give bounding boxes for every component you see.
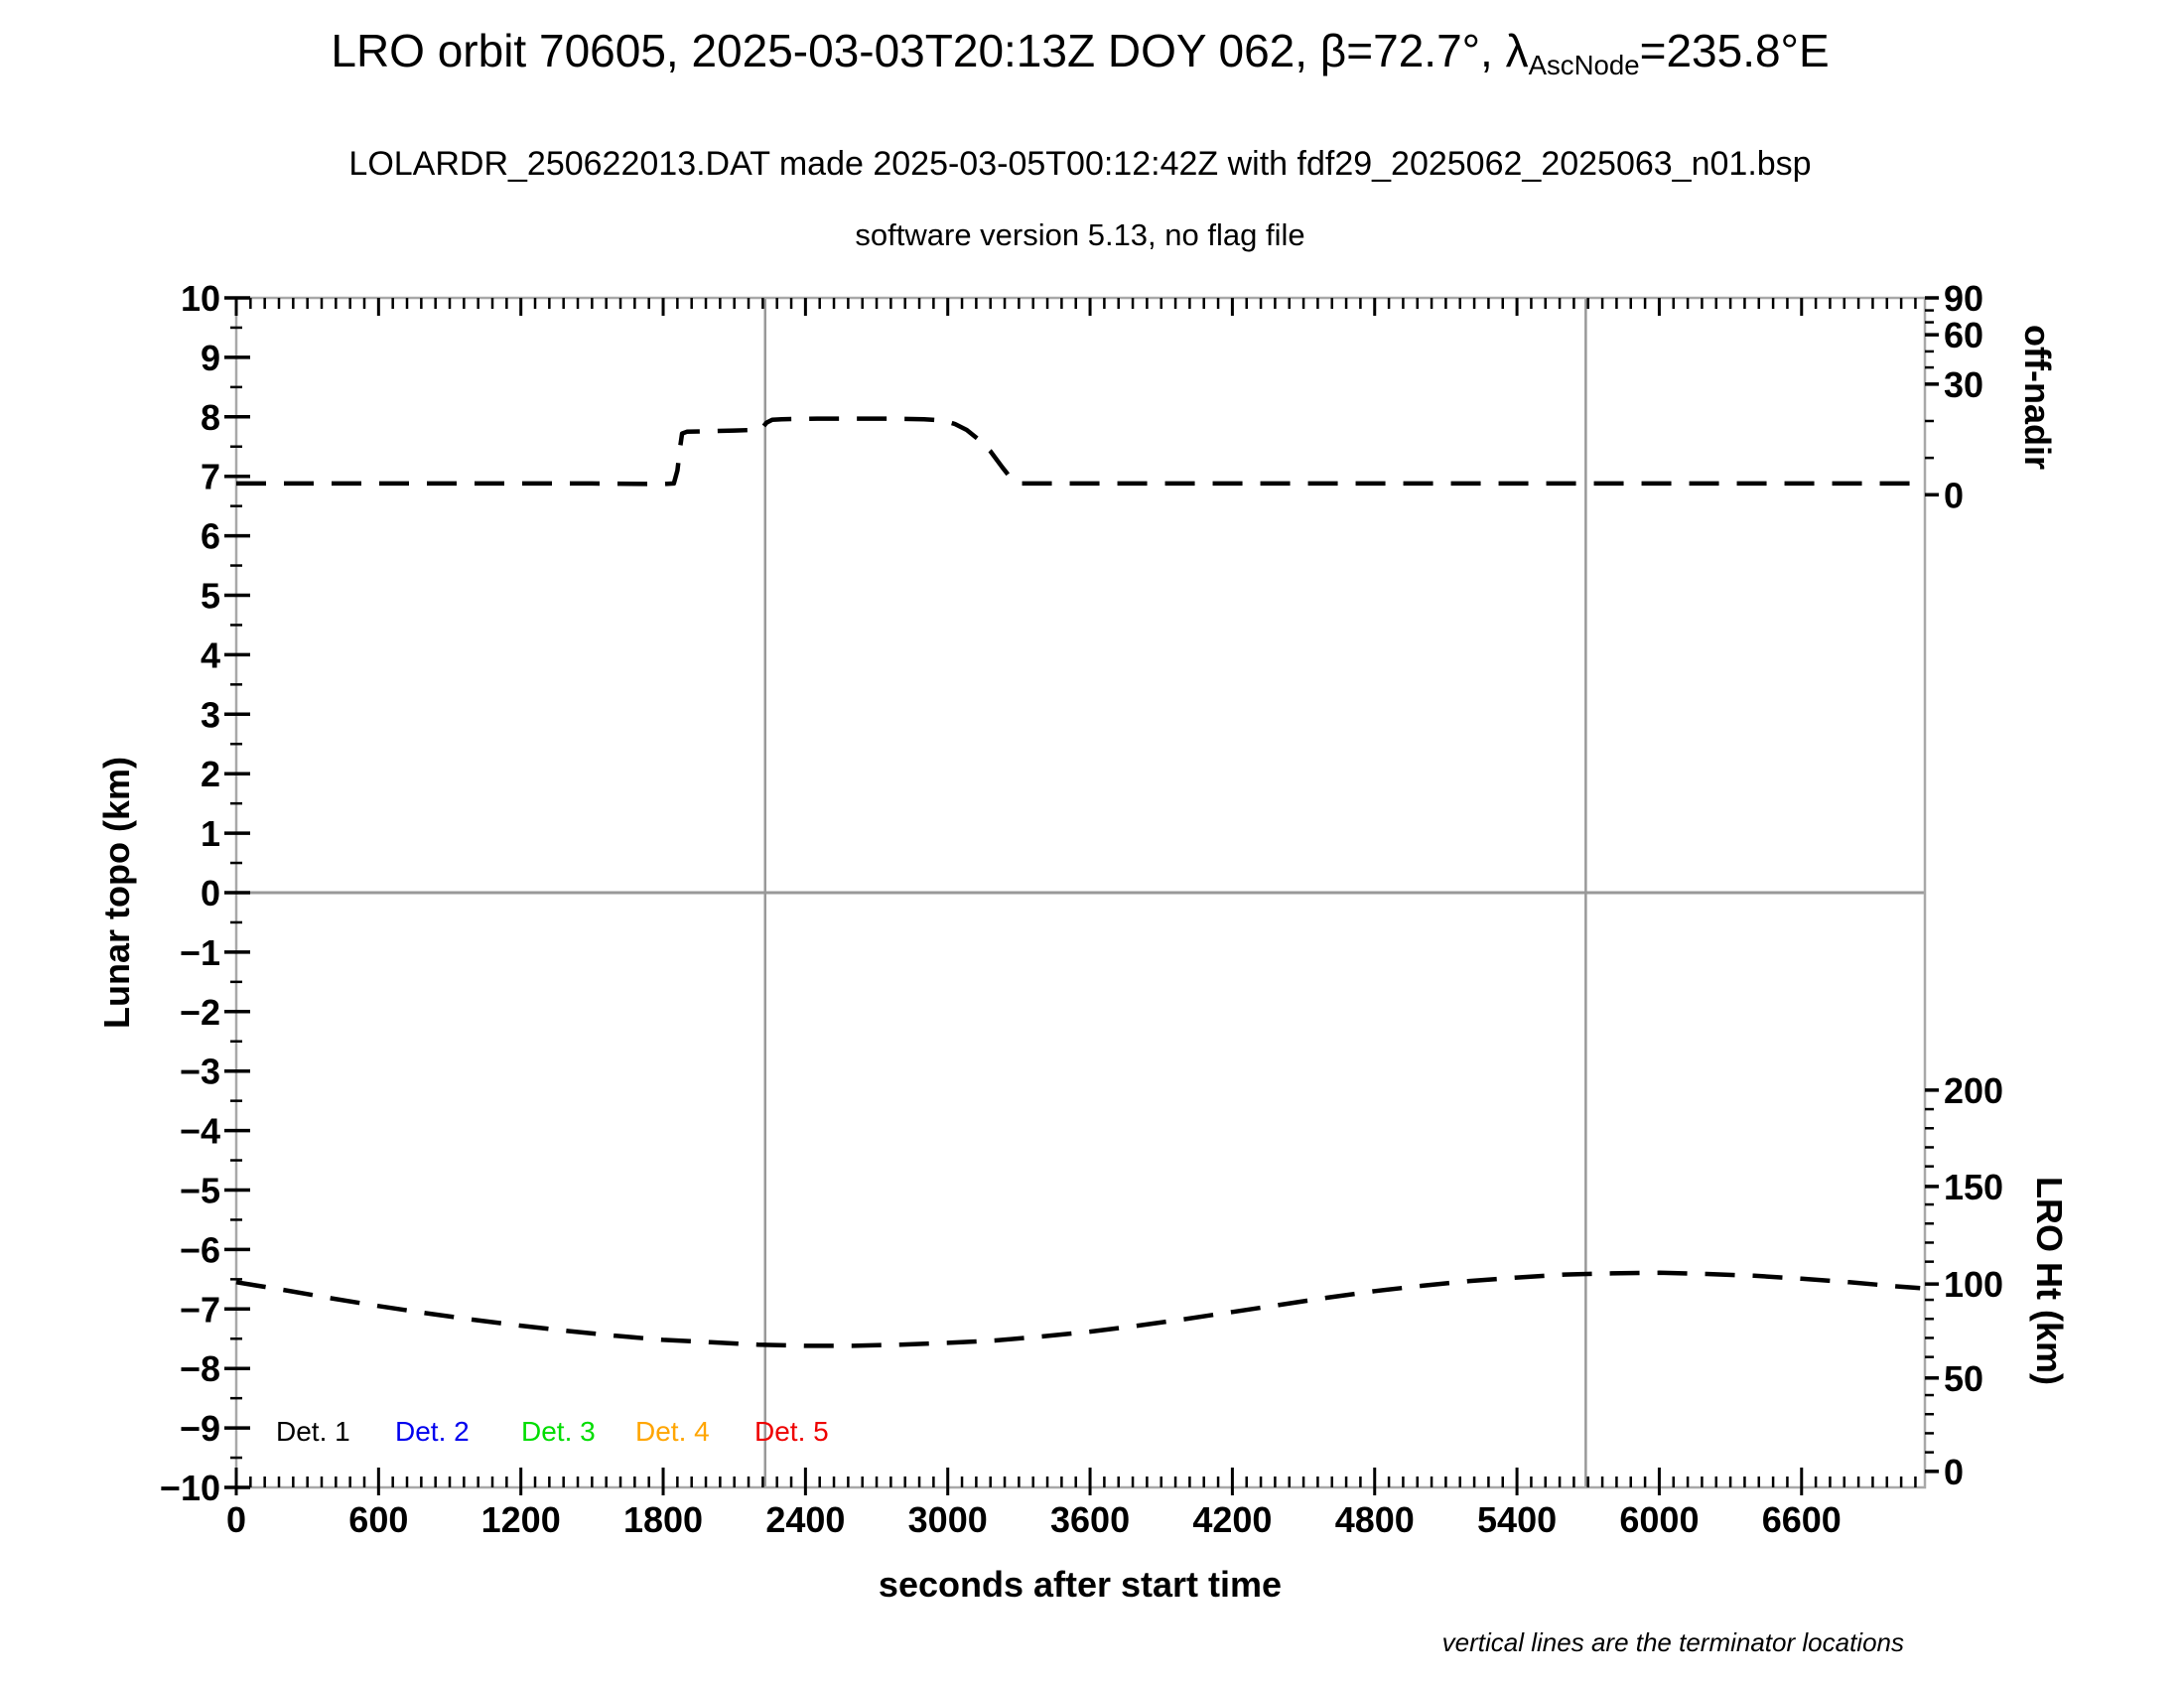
x-axis-label: seconds after start time [879, 1564, 1282, 1605]
y-tick-label-left: −3 [180, 1052, 220, 1092]
version-line: software version 5.13, no flag file [855, 217, 1305, 252]
x-tick-label: 1200 [481, 1499, 561, 1540]
lroht-tick-label: 50 [1944, 1358, 1983, 1399]
legend-item-det-3: Det. 3 [521, 1416, 596, 1447]
y-tick-label-left: −4 [180, 1111, 220, 1152]
x-tick-label: 5400 [1477, 1499, 1557, 1540]
y-tick-label-left: −8 [180, 1348, 220, 1389]
legend-item-det-5: Det. 5 [754, 1416, 829, 1447]
x-tick-label: 3600 [1050, 1499, 1130, 1540]
y-tick-label-left: −2 [180, 992, 220, 1033]
offnadir-tick-label: 0 [1944, 475, 1964, 515]
y-tick-label-left: −10 [160, 1468, 220, 1508]
x-tick-label: 0 [226, 1499, 246, 1540]
y-tick-label-left: 8 [201, 397, 220, 438]
y-axis-label-lro-ht: LRO Ht (km) [2029, 1177, 2070, 1385]
y-tick-label-left: −1 [180, 932, 220, 973]
title-text: LRO orbit 70605, 2025-03-03T20:13Z DOY 0… [331, 25, 1529, 76]
lro-height-curve [235, 1270, 1921, 1348]
y-tick-label-left: −5 [180, 1171, 220, 1211]
x-tick-label: 3000 [908, 1499, 988, 1540]
y-tick-label-left: 0 [201, 873, 220, 914]
offnadir-tick-label: 60 [1944, 315, 1983, 355]
x-tick-label: 4800 [1335, 1499, 1415, 1540]
y-tick-label-left: 2 [201, 754, 220, 794]
x-tick-label: 1800 [623, 1499, 703, 1540]
legend-item-det-1: Det. 1 [276, 1416, 350, 1447]
lroht-tick-label: 150 [1944, 1167, 2003, 1207]
y-axis-label-offnadir: off-nadir [2017, 325, 2058, 470]
x-tick-label: 2400 [765, 1499, 845, 1540]
y-tick-label-left: 6 [201, 516, 220, 557]
off-nadir-curve [236, 416, 1921, 487]
x-tick-label: 6000 [1619, 1499, 1699, 1540]
offnadir-tick-label: 90 [1944, 278, 1983, 319]
y-tick-label-left: 5 [201, 576, 220, 617]
offnadir-tick-label: 30 [1944, 364, 1983, 405]
title-subscript: AscNode [1528, 49, 1640, 80]
lroht-tick-label: 0 [1944, 1452, 1964, 1492]
lroht-tick-label: 200 [1944, 1070, 2003, 1111]
x-tick-label: 600 [348, 1499, 408, 1540]
y-tick-label-left: 1 [201, 813, 220, 854]
title-tail: =235.8°E [1639, 25, 1830, 76]
y-tick-label-left: −6 [180, 1229, 220, 1270]
x-tick-label: 4200 [1192, 1499, 1272, 1540]
lroht-tick-label: 100 [1944, 1264, 2003, 1305]
y-tick-label-left: −7 [180, 1289, 220, 1330]
y-tick-label-left: 4 [201, 634, 220, 675]
y-tick-label-left: −9 [180, 1408, 220, 1449]
y-tick-label-left: 3 [201, 694, 220, 735]
subtitle: LOLARDR_250622013.DAT made 2025-03-05T00… [348, 145, 1812, 183]
terminator-note: vertical lines are the terminator locati… [1442, 1627, 1904, 1657]
legend-item-det-4: Det. 4 [635, 1416, 710, 1447]
y-tick-label-left: 7 [201, 457, 220, 497]
page-title: LRO orbit 70605, 2025-03-03T20:13Z DOY 0… [331, 24, 1830, 80]
y-tick-label-left: 10 [181, 278, 220, 319]
y-axis-label-left: Lunar topo (km) [96, 757, 137, 1029]
y-tick-label-left: 9 [201, 338, 220, 378]
x-tick-label: 6600 [1762, 1499, 1842, 1540]
legend-item-det-2: Det. 2 [395, 1416, 470, 1447]
